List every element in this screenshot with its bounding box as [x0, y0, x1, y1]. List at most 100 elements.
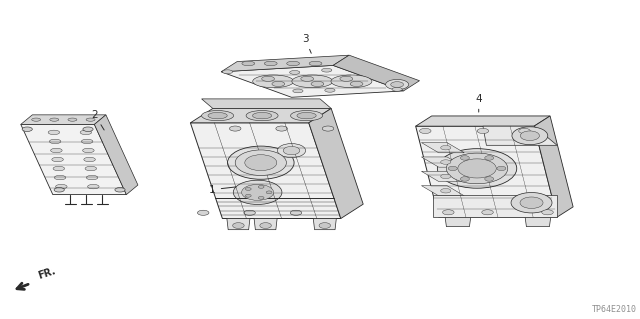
Ellipse shape — [233, 223, 244, 228]
Ellipse shape — [50, 118, 59, 121]
Ellipse shape — [301, 76, 314, 81]
Ellipse shape — [440, 174, 451, 179]
Polygon shape — [227, 219, 250, 230]
Ellipse shape — [309, 61, 322, 66]
Ellipse shape — [197, 210, 209, 215]
Ellipse shape — [289, 70, 300, 74]
Ellipse shape — [49, 139, 61, 144]
Ellipse shape — [245, 194, 251, 197]
Polygon shape — [433, 195, 557, 217]
Ellipse shape — [390, 82, 404, 87]
Ellipse shape — [245, 188, 251, 190]
Ellipse shape — [242, 61, 255, 66]
Text: FR.: FR. — [37, 266, 58, 281]
Polygon shape — [191, 123, 340, 219]
Ellipse shape — [51, 148, 62, 153]
Ellipse shape — [244, 155, 276, 171]
Ellipse shape — [350, 81, 363, 86]
Ellipse shape — [253, 75, 294, 88]
Ellipse shape — [324, 88, 335, 92]
Ellipse shape — [83, 148, 94, 153]
Polygon shape — [221, 65, 404, 97]
Polygon shape — [221, 55, 349, 72]
Ellipse shape — [541, 210, 553, 215]
Ellipse shape — [484, 177, 493, 181]
Polygon shape — [20, 115, 106, 124]
Ellipse shape — [264, 61, 277, 66]
Text: 3: 3 — [302, 34, 311, 53]
Ellipse shape — [319, 223, 330, 228]
Ellipse shape — [252, 113, 272, 119]
Ellipse shape — [440, 189, 451, 193]
Ellipse shape — [292, 89, 303, 93]
Polygon shape — [416, 116, 550, 126]
Ellipse shape — [68, 118, 77, 121]
Ellipse shape — [443, 210, 454, 215]
Polygon shape — [308, 108, 364, 219]
Ellipse shape — [283, 146, 300, 155]
Ellipse shape — [115, 188, 125, 192]
Ellipse shape — [292, 75, 333, 88]
Ellipse shape — [460, 156, 469, 160]
Polygon shape — [525, 217, 550, 226]
Ellipse shape — [208, 113, 227, 119]
Ellipse shape — [81, 139, 93, 144]
Ellipse shape — [202, 111, 234, 121]
Text: TP64E2010: TP64E2010 — [592, 305, 637, 314]
Ellipse shape — [321, 68, 332, 72]
Ellipse shape — [340, 76, 353, 81]
Polygon shape — [202, 99, 332, 108]
Ellipse shape — [85, 166, 97, 171]
Ellipse shape — [241, 184, 274, 200]
Ellipse shape — [86, 175, 98, 180]
Ellipse shape — [48, 130, 60, 135]
Polygon shape — [254, 219, 277, 230]
Ellipse shape — [287, 61, 300, 66]
Polygon shape — [422, 186, 465, 196]
Ellipse shape — [440, 160, 451, 164]
Ellipse shape — [244, 210, 255, 215]
Ellipse shape — [484, 156, 493, 160]
Ellipse shape — [437, 149, 516, 188]
Polygon shape — [422, 157, 465, 167]
Ellipse shape — [331, 75, 372, 88]
Ellipse shape — [392, 87, 403, 91]
Ellipse shape — [276, 126, 287, 131]
Ellipse shape — [519, 129, 530, 133]
Ellipse shape — [246, 111, 278, 121]
Ellipse shape — [497, 166, 506, 171]
Polygon shape — [445, 217, 471, 226]
Polygon shape — [422, 171, 465, 182]
Ellipse shape — [260, 223, 271, 228]
Ellipse shape — [80, 130, 92, 135]
Ellipse shape — [56, 184, 67, 189]
Ellipse shape — [54, 188, 65, 192]
Ellipse shape — [520, 197, 543, 209]
Ellipse shape — [262, 76, 275, 81]
Ellipse shape — [22, 127, 32, 131]
Polygon shape — [422, 143, 465, 153]
Ellipse shape — [83, 127, 93, 131]
Ellipse shape — [278, 144, 306, 158]
Text: 2: 2 — [92, 110, 104, 130]
Ellipse shape — [259, 185, 264, 188]
Polygon shape — [534, 116, 573, 217]
Ellipse shape — [297, 113, 316, 119]
Ellipse shape — [235, 150, 287, 175]
Ellipse shape — [230, 126, 241, 131]
Ellipse shape — [458, 159, 496, 178]
Polygon shape — [191, 108, 332, 123]
Text: 4: 4 — [476, 94, 482, 112]
Ellipse shape — [291, 111, 323, 121]
Ellipse shape — [311, 81, 324, 86]
Ellipse shape — [520, 131, 540, 140]
Polygon shape — [483, 126, 557, 145]
Ellipse shape — [420, 129, 431, 133]
Ellipse shape — [290, 210, 301, 215]
Polygon shape — [314, 219, 337, 230]
Polygon shape — [416, 126, 557, 217]
Ellipse shape — [446, 153, 508, 184]
Ellipse shape — [460, 177, 469, 181]
Ellipse shape — [511, 193, 552, 213]
Ellipse shape — [233, 180, 282, 204]
